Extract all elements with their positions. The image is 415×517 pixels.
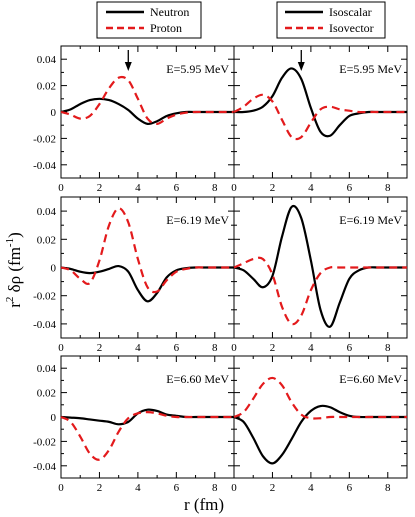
x-tick-label: 6: [174, 182, 180, 194]
panel-r1c1: 0 2 4 6 8 E=6.19 MeV: [231, 196, 408, 354]
x-tick-label: 0: [58, 182, 64, 194]
y-tick-label: 0.04: [37, 363, 57, 375]
x-tick-label: 4: [135, 482, 141, 494]
legend-left: Neutron Proton: [96, 1, 202, 39]
energy-annotation: E=6.60 MeV: [339, 372, 402, 386]
x-tick-label: 0: [58, 342, 64, 354]
y-tick-label: 0.02: [37, 388, 56, 400]
x-tick-label: 0: [231, 182, 237, 194]
x-tick-label: 6: [347, 182, 353, 194]
series-line-isovector: [233, 376, 407, 420]
legend-right-box: [276, 1, 386, 39]
panel-r0c0: 0 2 4 6 8 -0.04 -0.02 0 0.02 0.04 E=5.95 MeV: [33, 45, 235, 194]
x-tick-label: 6: [347, 482, 353, 494]
energy-annotation: E=6.60 MeV: [166, 372, 229, 386]
x-tick-label: 8: [212, 182, 218, 194]
legend-proton-label: Proton: [150, 21, 182, 35]
x-tick-label: 0: [58, 482, 64, 494]
x-tick-label: 0: [231, 482, 237, 494]
y-tick-label: 0.04: [37, 54, 57, 66]
x-tick-label: 2: [270, 342, 276, 354]
series-line-isoscalar: [233, 404, 407, 465]
x-tick-label: 0: [231, 342, 237, 354]
legend-neutron-label: Neutron: [150, 5, 189, 19]
x-tick-label: 2: [270, 182, 276, 194]
x-axis-label: r (fm): [184, 495, 224, 514]
energy-annotation: E=6.19 MeV: [166, 213, 229, 227]
x-tick-label: 6: [174, 482, 180, 494]
legend-right: Isoscalar Isovector: [276, 1, 386, 39]
series-line-isovector: [233, 93, 407, 141]
y-tick-label: 0.02: [37, 234, 56, 246]
y-tick-label: -0.02: [33, 291, 56, 303]
panel-r2c0: 0 2 4 6 8 -0.04 -0.02 0 0.02 0.04 E=6.60 MeV: [33, 355, 235, 494]
x-tick-label: 8: [212, 342, 218, 354]
y-tick-label: 0: [51, 412, 57, 424]
energy-annotation: E=5.95 MeV: [339, 62, 402, 76]
legend-isovector-label: Isovector: [329, 21, 374, 35]
x-tick-label: 4: [308, 342, 314, 354]
x-tick-label: 4: [135, 342, 141, 354]
x-tick-label: 2: [270, 482, 276, 494]
panel-r1c0: 0 2 4 6 8 -0.04 -0.02 0 0.02 0.04 E=6.19 MeV: [33, 196, 235, 354]
x-tick-label: 4: [135, 182, 141, 194]
x-tick-label: 2: [97, 482, 103, 494]
series-line-neutron: [60, 97, 234, 126]
down-arrow-icon: [124, 62, 132, 71]
x-tick-label: 8: [385, 182, 391, 194]
legend-isoscalar-label: Isoscalar: [329, 5, 372, 19]
legend-left-box: [96, 1, 202, 39]
y-tick-label: -0.04: [33, 461, 56, 473]
x-tick-label: 8: [385, 342, 391, 354]
series-line-neutron: [60, 264, 234, 303]
y-tick-label: 0: [51, 107, 57, 119]
series-line-isovector: [233, 256, 407, 326]
y-axis-label: r2 δρ (fm-1): [4, 232, 24, 308]
x-tick-label: 2: [97, 342, 103, 354]
series-line-isoscalar: [233, 67, 407, 138]
y-tick-label: -0.02: [33, 436, 56, 448]
series-line-proton: [60, 75, 234, 125]
panels: 0 2 4 6 8 -0.04 -0.02 0 0.02 0.04 E=5.95 MeV 0 2 4 6 8 E…: [33, 45, 408, 494]
y-tick-label: 0.04: [37, 206, 57, 218]
x-tick-label: 6: [174, 342, 180, 354]
x-tick-label: 4: [308, 182, 314, 194]
energy-annotation: E=6.19 MeV: [339, 213, 402, 227]
x-tick-label: 8: [385, 482, 391, 494]
x-tick-label: 8: [212, 482, 218, 494]
series-line-proton: [60, 411, 234, 461]
x-tick-label: 2: [97, 182, 103, 194]
down-arrow-icon: [297, 62, 305, 71]
y-tick-label: 0.02: [37, 81, 56, 93]
panel-r2c1: 0 2 4 6 8 E=6.60 MeV: [231, 355, 408, 494]
x-tick-label: 4: [308, 482, 314, 494]
y-tick-label: 0: [51, 263, 57, 275]
x-tick-label: 6: [347, 342, 353, 354]
y-tick-label: -0.04: [33, 160, 56, 172]
panel-r0c1: 0 2 4 6 8 E=5.95 MeV: [231, 45, 408, 194]
series-line-proton: [60, 207, 234, 294]
y-tick-label: -0.04: [33, 319, 56, 331]
energy-annotation: E=5.95 MeV: [166, 62, 229, 76]
y-tick-label: -0.02: [33, 133, 56, 145]
